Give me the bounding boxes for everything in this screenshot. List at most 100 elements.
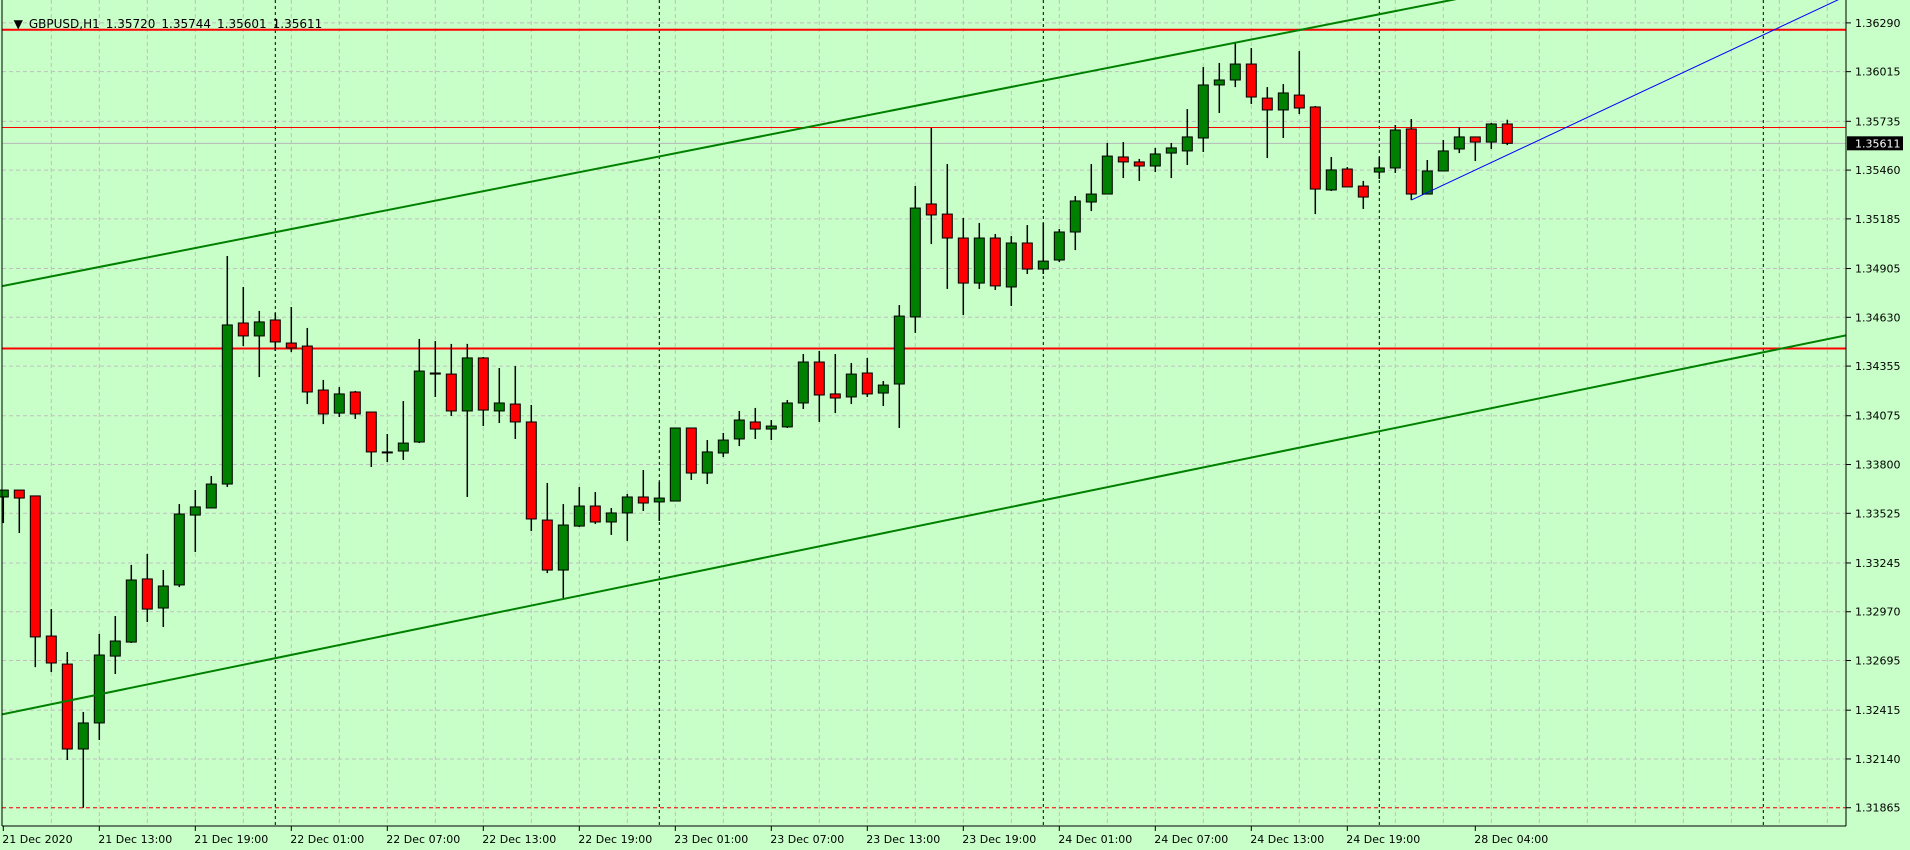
candle-bear [829,393,841,399]
candle-bull [413,370,425,443]
candle-bull [189,506,201,516]
candle-bear [925,203,937,216]
candle-bull [1101,155,1113,195]
y-tick-label: 1.35185 [1855,213,1901,226]
candle-bear [301,345,313,393]
candle-bull [973,237,985,284]
candle-bear [477,357,489,411]
candle-bull [1277,92,1289,111]
channel-lower-line[interactable] [2,334,1846,716]
candle-bull [493,402,505,412]
candle-bear [1405,128,1417,195]
y-tick-label: 1.34630 [1855,311,1901,324]
candle-bull [781,402,793,428]
candle-bull [381,451,393,454]
candle-bull [845,373,857,398]
x-tick-label: 24 Dec 07:00 [1154,833,1228,846]
x-tick-label: 24 Dec 19:00 [1346,833,1420,846]
trend-ray-line[interactable] [1411,0,1846,201]
y-tick-label: 1.33800 [1855,459,1901,472]
candle-bull [109,640,121,657]
candle-bear [589,505,601,523]
header-low: 1.35601 [217,17,267,31]
y-tick-label: 1.33245 [1855,557,1901,570]
candle-bull [1037,260,1049,270]
x-tick-label: 23 Dec 07:00 [770,833,844,846]
candle-bull [1069,200,1081,233]
candle-bull [765,425,777,430]
candle-bull [1053,231,1065,261]
triangle-down-icon[interactable]: ▼ [13,17,23,31]
candle-bull [733,419,745,440]
candle-bull [909,207,921,318]
candle-bear [1469,136,1481,143]
header-close: 1.35611 [272,17,323,31]
candle-bear [861,372,873,395]
candle-bull [1165,147,1177,154]
candle-bear [941,213,953,239]
horizontal-levels [2,28,1846,809]
x-tick-label: 21 Dec 19:00 [194,833,268,846]
candle-bear [1357,185,1369,198]
candle-bear [61,663,73,750]
x-tick-label: 23 Dec 13:00 [866,833,940,846]
candle-bear [237,322,249,337]
candle-bull [1085,193,1097,203]
x-tick-label: 28 Dec 04:00 [1474,833,1548,846]
candle-bull [621,496,633,514]
candle-bear [29,495,41,638]
candle-bull [669,427,681,502]
candle-bear [13,489,25,499]
y-tick-label: 1.35735 [1855,115,1901,128]
candle-bear [445,373,457,412]
candle-bull [1229,63,1241,81]
candle-bear [813,361,825,396]
candle-bear [349,391,361,415]
candle-bull [1197,84,1209,139]
candle-bear [365,411,377,453]
candle-bull [653,497,665,503]
candle-bear [685,427,697,474]
y-tick-label: 1.35460 [1855,164,1901,177]
y-tick-label: 1.32695 [1855,655,1901,668]
y-tick-label: 1.32140 [1855,753,1901,766]
candle-bull [77,722,89,750]
candle-bull [1421,170,1433,195]
candle-bull [157,585,169,609]
x-tick-label: 24 Dec 13:00 [1250,833,1324,846]
candle-bull [173,513,185,586]
channel-upper-line[interactable] [2,0,1846,288]
symbol-timeframe: GBPUSD,H1 [28,17,100,31]
candle-bull [797,361,809,404]
grid [2,0,1846,826]
candle-bear [1021,242,1033,270]
candle-bear [541,519,553,571]
y-tick-label: 1.32415 [1855,704,1901,717]
y-tick-label: 1.34075 [1855,410,1901,423]
candle-bull [461,357,473,412]
candle-bull [1453,136,1465,150]
candle-bull [1325,169,1337,191]
candle-bull [1373,167,1385,173]
candle-bear [749,421,761,430]
current-price-label: 1.35611 [1855,137,1901,150]
candle-bull [253,321,265,337]
candle-bull [125,579,137,643]
candle-bear [509,403,521,423]
candle-bull [877,384,889,394]
candle-bull [1437,150,1449,172]
x-tick-label: 22 Dec 19:00 [578,833,652,846]
candle-bear [637,496,649,504]
candle-bear [141,578,153,610]
candle-bear [525,421,537,520]
y-tick-label: 1.33525 [1855,507,1901,520]
period-separators [274,0,1764,826]
header-open: 1.35720 [105,17,156,31]
y-tick-label: 1.31865 [1855,802,1901,815]
y-tick-label: 1.34905 [1855,263,1901,276]
x-tick-label: 22 Dec 07:00 [386,833,460,846]
candle-bull [0,489,9,498]
y-tick-label: 1.36015 [1855,66,1901,79]
